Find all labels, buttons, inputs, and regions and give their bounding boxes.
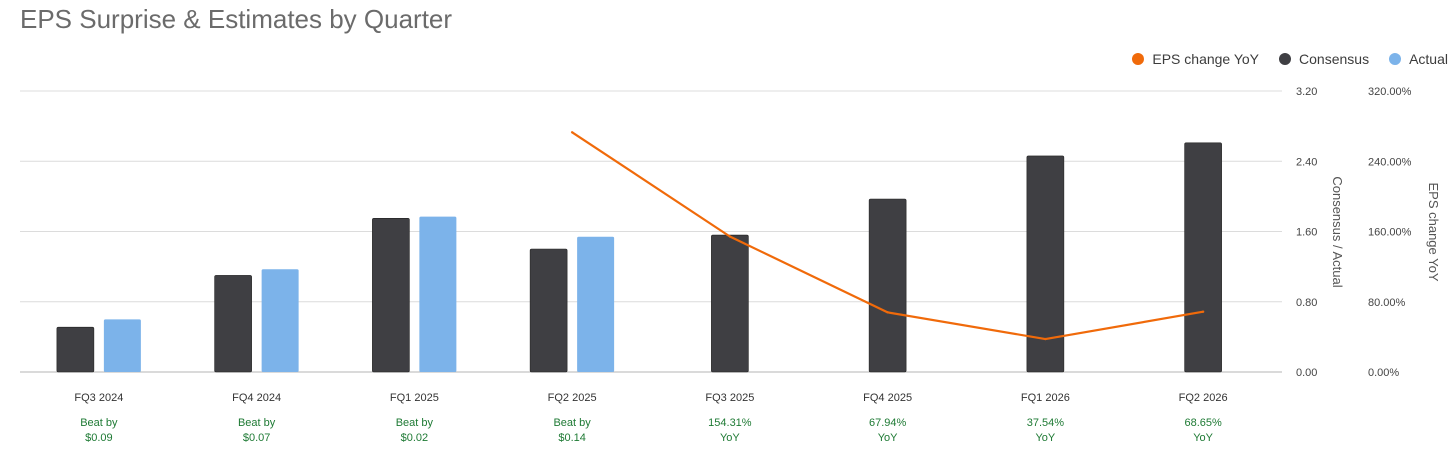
x-tick-label: FQ4 2025 (863, 392, 912, 404)
y2-tick-label: 320.00% (1368, 86, 1412, 98)
y2-tick-label: 0.00% (1368, 367, 1399, 379)
bar-consensus (56, 326, 95, 373)
x-tick-label: FQ3 2024 (74, 392, 123, 404)
bar-consensus (1184, 142, 1222, 373)
annotation-line2: YoY (1035, 432, 1055, 444)
bar-actual (103, 319, 141, 372)
y2-tick-label: 160.00% (1368, 227, 1412, 239)
annotation-line2: $0.09 (85, 432, 113, 444)
x-tick-label: FQ4 2024 (232, 392, 281, 404)
chart-title: EPS Surprise & Estimates by Quarter (20, 4, 453, 34)
y-tick-label: 0.00 (1296, 367, 1317, 379)
x-tick-label: FQ2 2025 (548, 392, 597, 404)
legend: EPS change YoY Consensus Actual (1112, 51, 1448, 67)
bar-consensus (214, 275, 252, 373)
x-tick-label: FQ3 2025 (705, 392, 754, 404)
y2-axis-title: EPS change YoY (1426, 182, 1441, 281)
legend-label-actual: Actual (1409, 51, 1448, 67)
annotation-line1: Beat by (396, 417, 434, 429)
y-tick-label: 0.80 (1296, 297, 1317, 309)
y2-tick-label: 80.00% (1368, 297, 1406, 309)
annotation-line2: $0.07 (243, 432, 271, 444)
annotation-line1: 67.94% (869, 417, 907, 429)
bar-consensus (372, 218, 410, 373)
annotation-line1: Beat by (238, 417, 276, 429)
annotation-line2: YoY (720, 432, 740, 444)
bar-actual (419, 216, 457, 372)
legend-label-consensus: Consensus (1299, 51, 1370, 67)
bar-actual (577, 236, 615, 372)
y-axis-title: Consensus / Actual (1330, 176, 1345, 287)
annotation-line2: $0.02 (401, 432, 429, 444)
annotation-line1: 68.65% (1184, 417, 1222, 429)
annotation-line1: Beat by (553, 417, 591, 429)
y-tick-label: 2.40 (1296, 156, 1317, 168)
x-tick-label: FQ1 2025 (390, 392, 439, 404)
legend-item-eps-change[interactable]: EPS change YoY (1132, 51, 1259, 67)
legend-item-actual[interactable]: Actual (1389, 51, 1448, 67)
point-eps-change (886, 311, 889, 314)
point-eps-change (728, 235, 732, 238)
annotation-line2: $0.14 (558, 432, 586, 444)
bar-consensus (868, 198, 907, 373)
y-tick-label: 3.20 (1296, 86, 1317, 98)
x-tick-label: FQ2 2026 (1179, 392, 1228, 404)
bar-consensus (1026, 155, 1065, 373)
legend-label-eps-change: EPS change YoY (1152, 51, 1260, 67)
annotation-line1: 37.54% (1027, 417, 1065, 429)
y2-tick-label: 240.00% (1368, 156, 1412, 168)
annotation-line1: Beat by (80, 417, 118, 429)
point-eps-change (570, 131, 574, 134)
annotation-line1: 154.31% (708, 417, 752, 429)
legend-swatch-actual (1389, 53, 1402, 65)
legend-swatch-eps-change (1132, 53, 1145, 65)
y-tick-label: 1.60 (1296, 227, 1317, 239)
point-eps-change (1044, 337, 1047, 341)
legend-swatch-consensus (1279, 53, 1292, 65)
point-eps-change (1201, 310, 1205, 313)
legend-item-consensus[interactable]: Consensus (1279, 51, 1369, 67)
annotation-line2: YoY (1193, 432, 1213, 444)
bar-actual (261, 269, 299, 372)
x-tick-label: FQ1 2026 (1021, 392, 1070, 404)
bar-consensus (529, 248, 568, 373)
annotation-line2: YoY (878, 432, 898, 444)
bar-consensus (711, 234, 749, 373)
